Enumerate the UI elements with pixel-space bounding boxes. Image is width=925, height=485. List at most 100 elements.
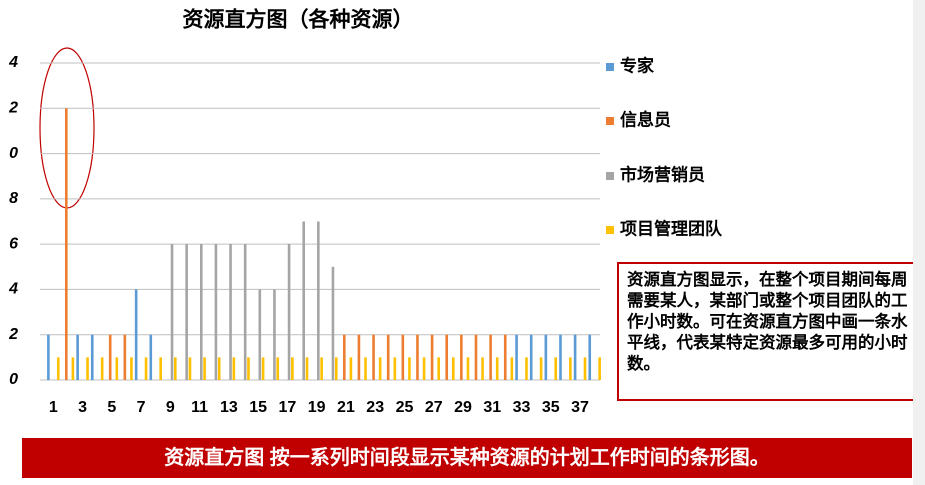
x-tick-label: 19 bbox=[308, 399, 326, 416]
bar bbox=[544, 334, 548, 380]
y-tick-label: 0 bbox=[9, 371, 18, 388]
bar bbox=[243, 244, 247, 380]
bar bbox=[229, 244, 232, 380]
bar bbox=[170, 244, 174, 380]
legend-label: 专家 bbox=[620, 55, 654, 75]
y-tick-label: 4 bbox=[8, 281, 18, 298]
bar bbox=[108, 334, 112, 380]
legend-label: 信息员 bbox=[620, 109, 671, 129]
bar bbox=[123, 334, 127, 380]
x-tick-label: 35 bbox=[542, 399, 560, 416]
y-tick-label: 4 bbox=[8, 54, 18, 71]
bar bbox=[115, 357, 119, 380]
x-tick-label: 13 bbox=[220, 399, 238, 416]
annotation: 资源直方图显示，在整个项目期间每周需要某人，某部门或整个项目团队的工作小时数。可… bbox=[617, 262, 917, 401]
x-tick-label: 37 bbox=[571, 399, 589, 416]
bar bbox=[276, 357, 280, 380]
bar bbox=[149, 334, 153, 380]
bar bbox=[203, 357, 206, 380]
legend-swatch bbox=[606, 226, 614, 234]
bar bbox=[273, 289, 276, 380]
bar bbox=[539, 357, 543, 380]
bar bbox=[144, 357, 148, 380]
x-tick-label: 23 bbox=[366, 399, 384, 416]
x-tick-label: 33 bbox=[513, 399, 531, 416]
bar bbox=[76, 334, 79, 380]
bar bbox=[349, 357, 353, 380]
bar bbox=[317, 221, 320, 380]
bar bbox=[437, 357, 440, 380]
bar bbox=[378, 357, 382, 380]
bar bbox=[258, 289, 262, 380]
legend-swatch bbox=[606, 63, 614, 71]
x-tick-label: 1 bbox=[49, 399, 58, 416]
bar bbox=[559, 334, 562, 380]
bar bbox=[495, 357, 499, 380]
bar bbox=[199, 244, 203, 380]
x-tick-label: 29 bbox=[454, 399, 472, 416]
bar bbox=[331, 266, 335, 380]
bar bbox=[159, 357, 162, 380]
x-tick-label: 9 bbox=[166, 399, 175, 416]
bar bbox=[64, 108, 68, 381]
bar bbox=[357, 334, 361, 380]
bar bbox=[573, 334, 577, 380]
x-tick-label: 31 bbox=[483, 399, 501, 416]
bar bbox=[217, 357, 221, 380]
legend-label: 项目管理团队 bbox=[620, 218, 723, 238]
bar bbox=[342, 334, 346, 380]
x-tick-label: 7 bbox=[137, 399, 146, 416]
bar bbox=[393, 357, 397, 380]
y-tick-label: 2 bbox=[8, 326, 18, 343]
bar bbox=[372, 334, 375, 380]
bar bbox=[503, 334, 507, 380]
bar bbox=[302, 221, 306, 380]
x-tick-label: 15 bbox=[249, 399, 267, 416]
bar bbox=[90, 334, 94, 380]
scrollbar bbox=[913, 0, 925, 485]
bar bbox=[71, 357, 75, 380]
legend-swatch bbox=[606, 172, 614, 180]
bar bbox=[510, 357, 514, 380]
x-tick-label: 27 bbox=[425, 399, 443, 416]
bar bbox=[214, 244, 218, 380]
x-tick-label: 11 bbox=[191, 399, 208, 416]
bar bbox=[364, 357, 367, 380]
bar bbox=[529, 334, 533, 380]
bar bbox=[261, 357, 265, 380]
legend-label: 市场营销员 bbox=[620, 164, 705, 184]
bar bbox=[401, 334, 405, 380]
bar bbox=[515, 334, 518, 380]
bar bbox=[588, 334, 592, 380]
bar bbox=[481, 357, 484, 380]
bar bbox=[489, 334, 492, 380]
bar bbox=[416, 334, 419, 380]
bar bbox=[460, 334, 463, 380]
bar bbox=[569, 357, 572, 380]
bar bbox=[386, 334, 390, 380]
bar bbox=[474, 334, 478, 380]
bar bbox=[247, 357, 250, 380]
x-tick-label: 25 bbox=[396, 399, 414, 416]
legend-swatch bbox=[606, 117, 614, 125]
bar bbox=[554, 357, 558, 380]
bar bbox=[287, 244, 291, 380]
bar bbox=[100, 357, 104, 380]
bar bbox=[583, 357, 587, 380]
y-tick-label: 2 bbox=[8, 100, 18, 117]
bar bbox=[466, 357, 470, 380]
y-tick-label: 0 bbox=[9, 145, 18, 162]
bar bbox=[452, 357, 455, 380]
bar bbox=[408, 357, 411, 380]
chart-title: 资源直方图（各种资源） bbox=[183, 8, 414, 32]
bar bbox=[185, 244, 188, 380]
bar bbox=[334, 357, 338, 380]
bar bbox=[174, 357, 177, 380]
x-tick-label: 5 bbox=[107, 399, 116, 416]
x-tick-label: 17 bbox=[279, 399, 297, 416]
bar bbox=[525, 357, 528, 380]
bar bbox=[305, 357, 309, 380]
x-tick-label: 3 bbox=[78, 399, 87, 416]
